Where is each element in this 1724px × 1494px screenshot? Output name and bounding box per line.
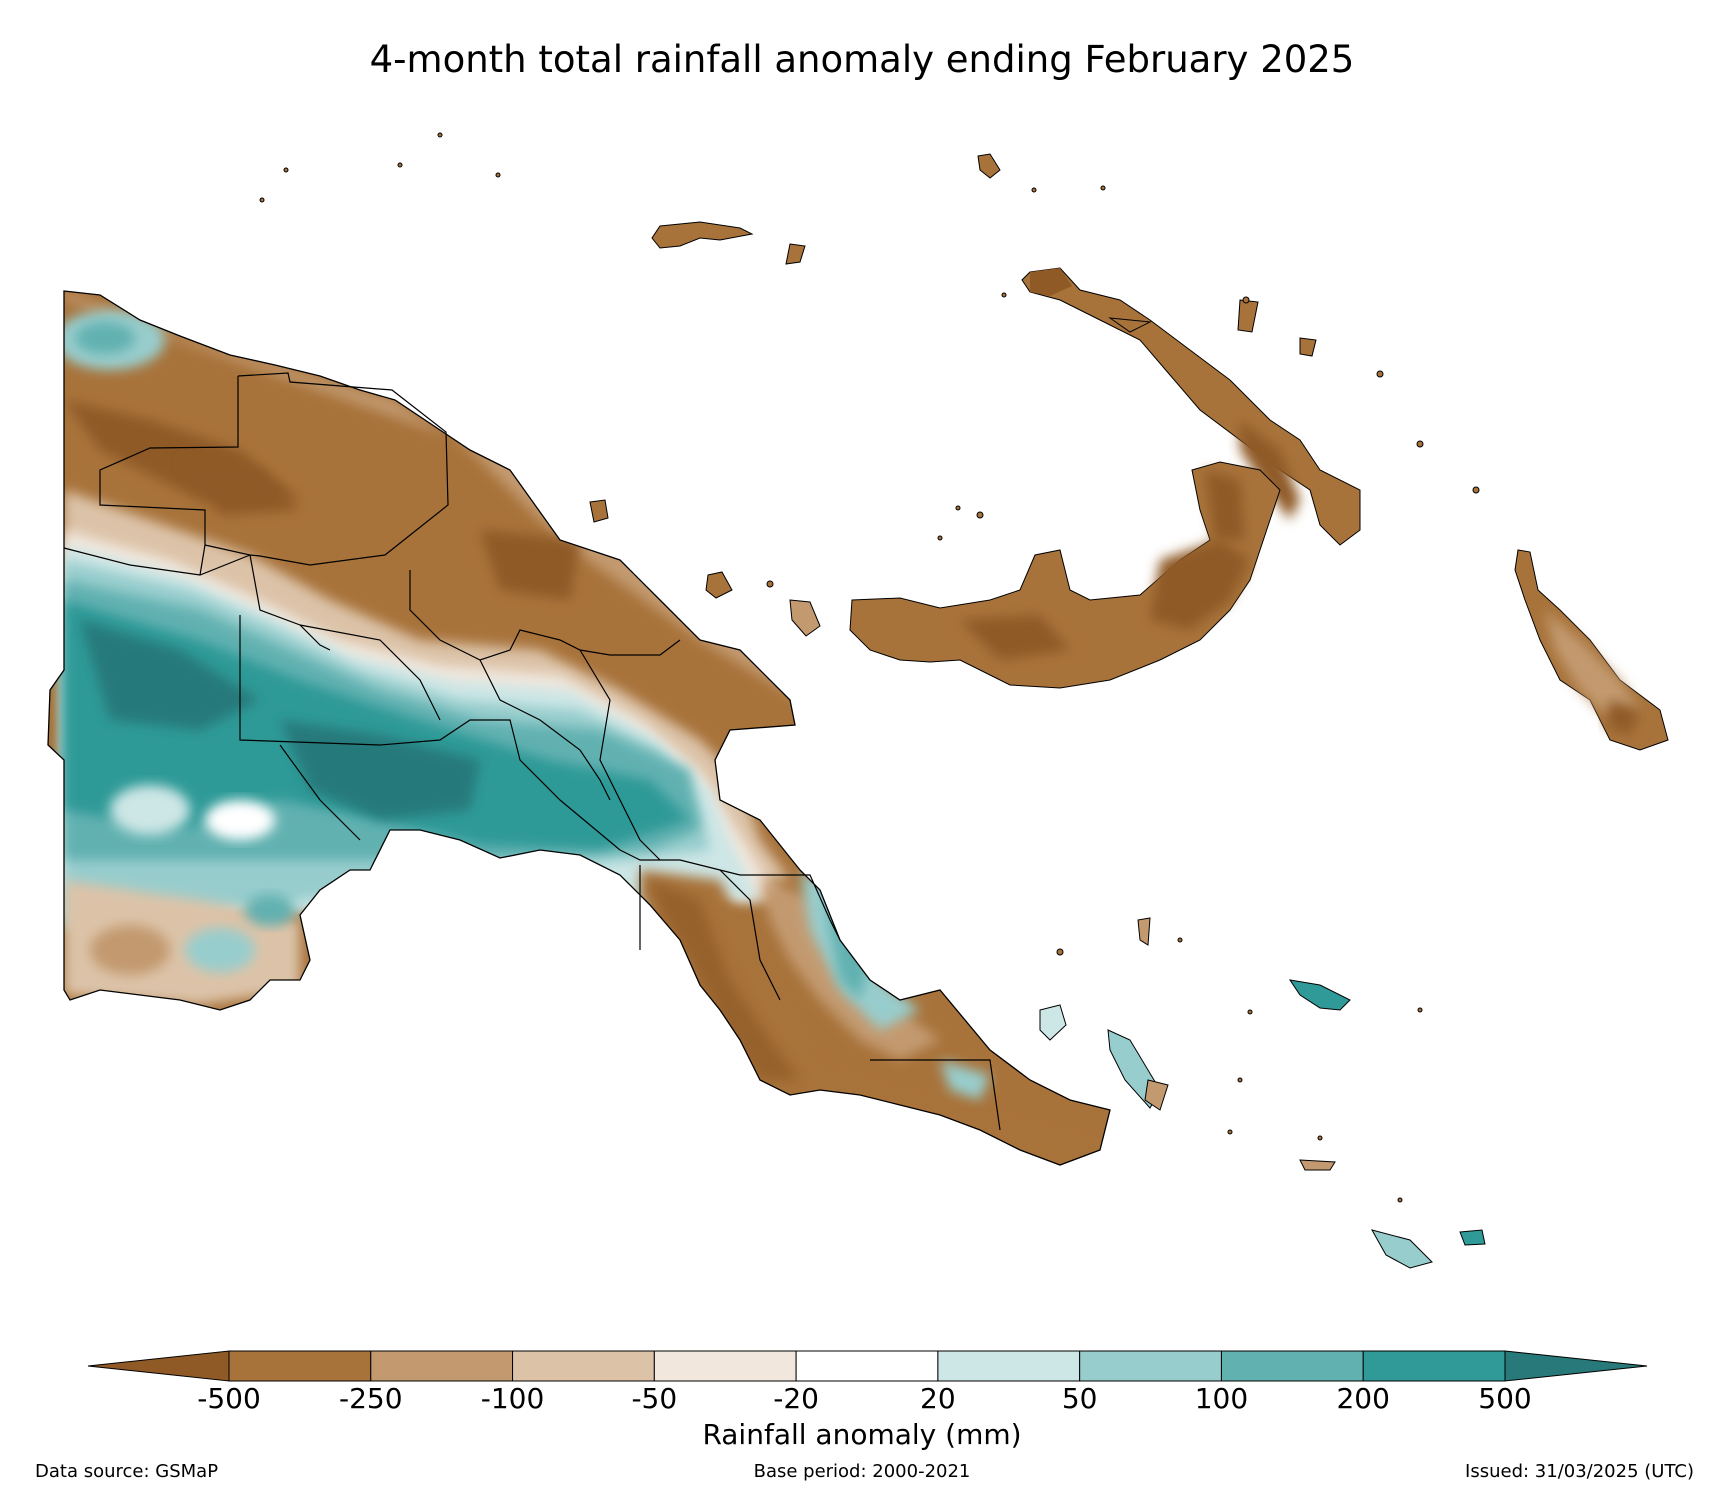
manus-island bbox=[651, 153, 1001, 265]
colorbar-segment bbox=[653, 1350, 797, 1382]
bougainville bbox=[1514, 549, 1669, 751]
province-boundaries bbox=[63, 372, 1001, 1131]
colorbar-segment bbox=[228, 1350, 372, 1382]
new-britain bbox=[589, 461, 1281, 689]
colorbar-segment bbox=[795, 1350, 939, 1382]
colorbar-segment bbox=[937, 1350, 1081, 1382]
base-period-note: Base period: 2000-2021 bbox=[753, 1461, 971, 1482]
colorbar-segment bbox=[1362, 1350, 1506, 1382]
colorbar-tick-label: 500 bbox=[1478, 1382, 1532, 1415]
colorbar-tick-label: 200 bbox=[1336, 1382, 1390, 1415]
milne-bay-islands bbox=[1039, 917, 1486, 1269]
colorbar-tick-label: 100 bbox=[1194, 1382, 1249, 1415]
colorbar-segment bbox=[370, 1350, 514, 1382]
colorbar-tick-label: 20 bbox=[920, 1382, 956, 1415]
data-source-note: Data source: GSMaP bbox=[35, 1461, 219, 1482]
colorbar-tick-label: -500 bbox=[197, 1382, 261, 1415]
new-ireland bbox=[1021, 267, 1361, 546]
mainland-new-guinea bbox=[47, 290, 1111, 1166]
colorbar-tick-label: 50 bbox=[1061, 1382, 1098, 1415]
map-title: 4-month total rainfall anomaly ending Fe… bbox=[369, 38, 1355, 81]
colorbar-tick-label: -250 bbox=[338, 1382, 403, 1415]
small-islets bbox=[259, 132, 1480, 1203]
colorbar-tick-label: -50 bbox=[631, 1382, 678, 1415]
colorbar-extend-low bbox=[87, 1350, 230, 1382]
colorbar-tick-label: -100 bbox=[480, 1382, 545, 1415]
issued-date-note: Issued: 31/03/2025 (UTC) bbox=[1465, 1461, 1694, 1482]
colorbar-extend-high bbox=[1504, 1350, 1648, 1382]
colorbar-title: Rainfall anomaly (mm) bbox=[702, 1418, 1022, 1451]
colorbar-segment bbox=[512, 1350, 655, 1382]
colorbar-segment bbox=[1220, 1350, 1364, 1382]
colorbar-tick-label: -20 bbox=[773, 1382, 819, 1415]
colorbar-segment bbox=[1079, 1350, 1222, 1382]
